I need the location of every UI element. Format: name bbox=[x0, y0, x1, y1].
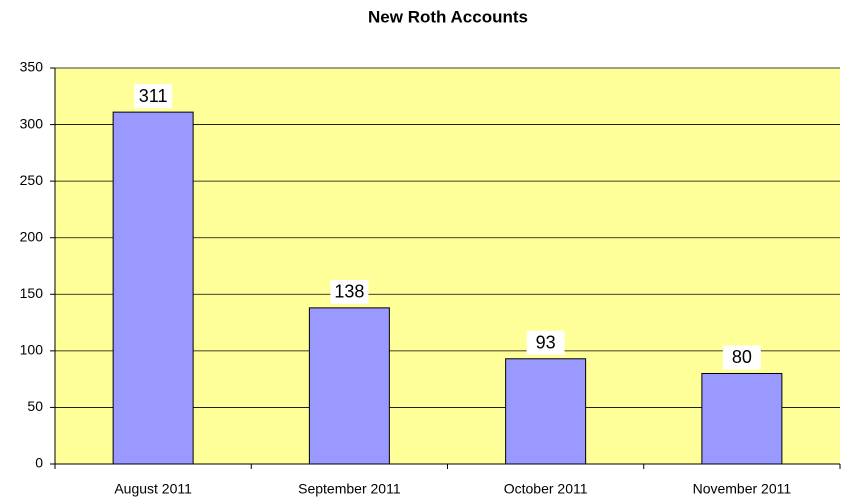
data-label-bg bbox=[134, 84, 173, 109]
y-tick-label: 250 bbox=[20, 172, 44, 188]
x-tick-label: August 2011 bbox=[114, 481, 192, 497]
y-tick-label: 100 bbox=[20, 342, 44, 358]
data-label-bg bbox=[330, 279, 369, 304]
data-label-bg bbox=[526, 330, 565, 355]
data-label: 80 bbox=[732, 347, 752, 367]
y-tick-label: 300 bbox=[20, 115, 44, 131]
bar bbox=[308, 307, 390, 465]
x-tick-label: November 2011 bbox=[693, 481, 792, 497]
bar bbox=[701, 372, 783, 465]
data-label: 311 bbox=[139, 86, 168, 106]
chart-title: New Roth Accounts bbox=[368, 7, 528, 26]
y-tick-label: 200 bbox=[20, 228, 44, 244]
y-tick-label: 150 bbox=[20, 285, 44, 301]
data-label-bg bbox=[722, 345, 761, 370]
x-tick-label: October 2011 bbox=[504, 481, 588, 497]
y-tick-label: 350 bbox=[20, 59, 44, 75]
data-label: 93 bbox=[536, 333, 556, 353]
y-tick-label: 50 bbox=[27, 398, 43, 414]
x-tick-label: September 2011 bbox=[298, 481, 401, 497]
data-label: 138 bbox=[334, 282, 364, 302]
bar bbox=[505, 358, 587, 465]
bar bbox=[112, 111, 194, 465]
y-tick-label: 0 bbox=[35, 455, 43, 471]
